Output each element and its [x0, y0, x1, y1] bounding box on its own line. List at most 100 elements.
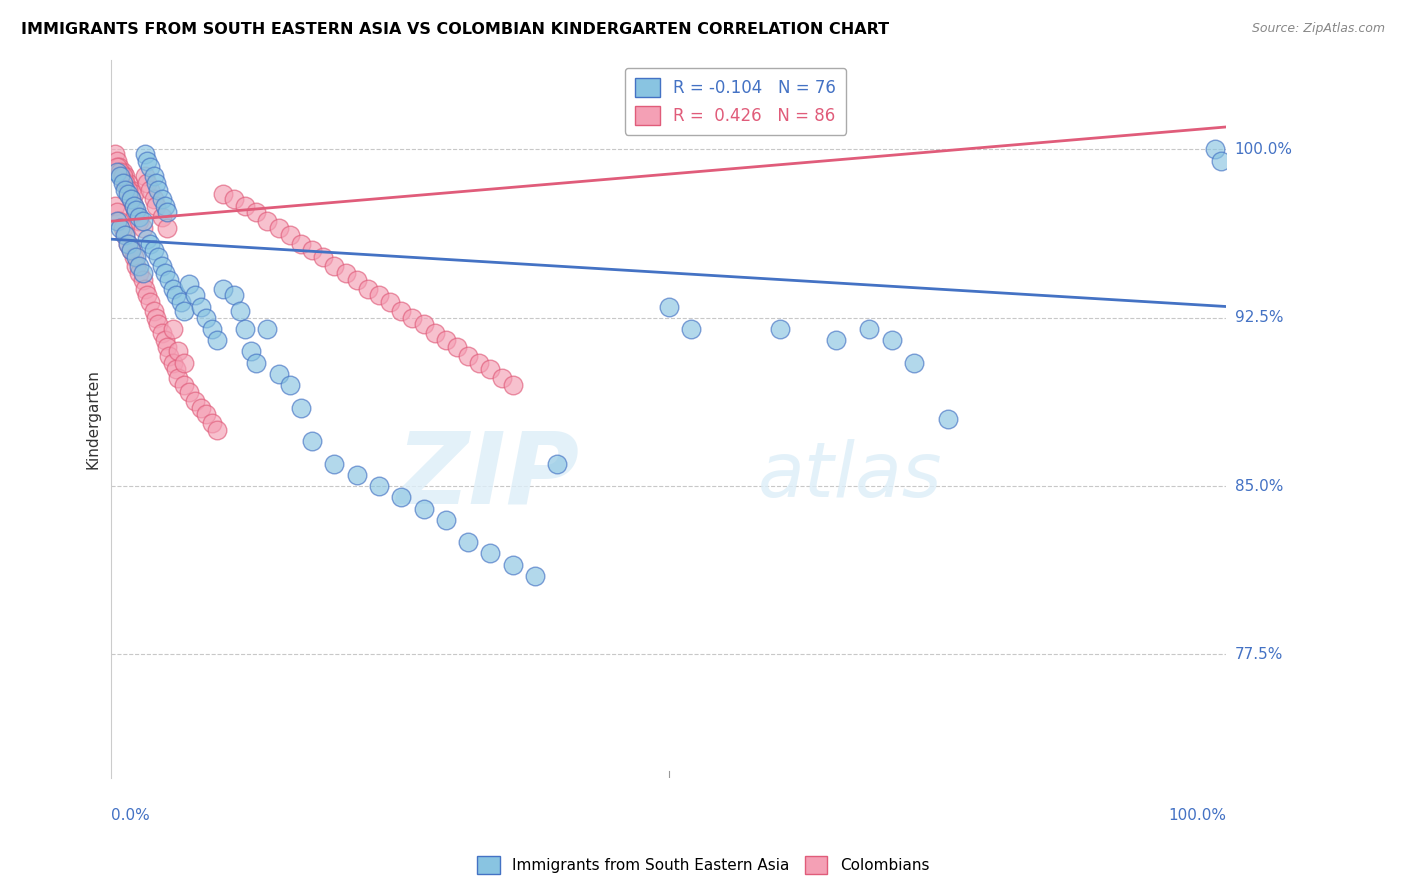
Point: [290, 236, 312, 251]
Point: [233, 198, 256, 212]
Text: 92.5%: 92.5%: [1234, 310, 1284, 326]
Point: [114, 227, 136, 242]
Point: [903, 356, 925, 370]
Point: [184, 288, 207, 302]
Point: [121, 192, 143, 206]
Point: [658, 300, 681, 314]
Point: [114, 176, 136, 190]
Point: [122, 250, 145, 264]
Point: [114, 227, 136, 242]
Point: [111, 176, 134, 190]
Point: [139, 161, 162, 175]
Point: [150, 259, 173, 273]
Point: [121, 192, 143, 206]
Point: [131, 266, 153, 280]
Text: 100.0%: 100.0%: [1168, 808, 1226, 823]
Point: [212, 187, 235, 202]
Point: [368, 479, 391, 493]
Point: [110, 165, 132, 179]
Point: [278, 378, 301, 392]
Point: [117, 187, 139, 202]
Point: [335, 266, 357, 280]
Point: [111, 221, 134, 235]
Point: [346, 272, 368, 286]
Point: [110, 221, 132, 235]
Point: [111, 165, 134, 179]
Point: [145, 198, 167, 212]
Point: [256, 322, 278, 336]
Point: [222, 288, 245, 302]
Point: [145, 310, 167, 325]
Point: [401, 310, 423, 325]
Point: [502, 558, 524, 572]
Point: [110, 169, 132, 184]
Point: [136, 176, 159, 190]
Point: [412, 501, 434, 516]
Point: [173, 356, 195, 370]
Point: [105, 214, 128, 228]
Point: [108, 161, 131, 175]
Point: [457, 535, 479, 549]
Point: [125, 202, 148, 217]
Point: [139, 183, 162, 197]
Point: [134, 169, 156, 184]
Point: [423, 326, 446, 341]
Point: [108, 214, 131, 228]
Point: [162, 356, 184, 370]
Point: [162, 282, 184, 296]
Point: [122, 187, 145, 202]
Point: [131, 221, 153, 235]
Point: [290, 401, 312, 415]
Point: [179, 384, 201, 399]
Point: [502, 378, 524, 392]
Point: [169, 295, 191, 310]
Point: [111, 169, 134, 184]
Text: 100.0%: 100.0%: [1234, 142, 1292, 157]
Point: [117, 236, 139, 251]
Point: [412, 318, 434, 332]
Point: [323, 259, 346, 273]
Point: [153, 198, 176, 212]
Point: [125, 259, 148, 273]
Point: [134, 147, 156, 161]
Point: [357, 282, 380, 296]
Point: [122, 198, 145, 212]
Point: [104, 147, 127, 161]
Point: [139, 236, 162, 251]
Point: [167, 344, 190, 359]
Text: 0.0%: 0.0%: [111, 808, 150, 823]
Point: [201, 322, 224, 336]
Point: [150, 192, 173, 206]
Point: [239, 344, 262, 359]
Point: [267, 367, 290, 381]
Legend: R = -0.104   N = 76, R =  0.426   N = 86: R = -0.104 N = 76, R = 0.426 N = 86: [626, 68, 846, 135]
Point: [207, 423, 229, 437]
Text: Source: ZipAtlas.com: Source: ZipAtlas.com: [1251, 22, 1385, 36]
Point: [256, 214, 278, 228]
Point: [228, 304, 250, 318]
Point: [142, 244, 165, 258]
Point: [184, 393, 207, 408]
Point: [142, 304, 165, 318]
Point: [491, 371, 513, 385]
Point: [190, 401, 212, 415]
Point: [173, 304, 195, 318]
Point: [131, 214, 153, 228]
Point: [148, 183, 170, 197]
Point: [222, 192, 245, 206]
Point: [114, 169, 136, 184]
Point: [134, 282, 156, 296]
Point: [468, 356, 491, 370]
Point: [148, 318, 170, 332]
Point: [148, 250, 170, 264]
Point: [434, 333, 457, 347]
Point: [156, 340, 179, 354]
Point: [128, 259, 150, 273]
Point: [162, 322, 184, 336]
Point: [245, 205, 267, 219]
Point: [128, 210, 150, 224]
Point: [117, 236, 139, 251]
Point: [105, 205, 128, 219]
Point: [114, 183, 136, 197]
Point: [121, 244, 143, 258]
